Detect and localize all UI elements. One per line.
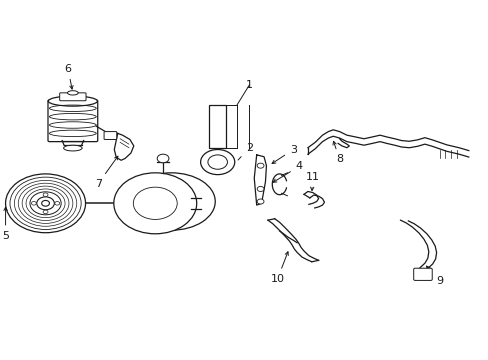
Text: 5: 5: [2, 207, 9, 240]
Circle shape: [55, 202, 60, 205]
Circle shape: [31, 202, 36, 205]
Text: 3: 3: [271, 144, 296, 163]
Circle shape: [43, 193, 48, 197]
Polygon shape: [254, 155, 266, 205]
Text: 7: 7: [95, 156, 118, 189]
Circle shape: [257, 186, 264, 192]
Text: 1: 1: [245, 80, 252, 90]
Text: 9: 9: [426, 266, 442, 286]
Bar: [208, 105, 226, 148]
Circle shape: [41, 201, 49, 206]
Circle shape: [43, 210, 48, 214]
FancyBboxPatch shape: [48, 100, 98, 141]
Circle shape: [200, 149, 234, 175]
Ellipse shape: [127, 173, 215, 230]
Ellipse shape: [48, 96, 97, 106]
Ellipse shape: [67, 91, 78, 95]
Text: 2: 2: [238, 143, 252, 160]
Text: 10: 10: [270, 252, 288, 284]
Ellipse shape: [63, 145, 82, 151]
Circle shape: [257, 163, 264, 168]
Circle shape: [157, 154, 168, 163]
FancyBboxPatch shape: [413, 268, 431, 280]
FancyBboxPatch shape: [104, 132, 117, 139]
Circle shape: [114, 173, 196, 234]
Circle shape: [257, 199, 264, 204]
FancyBboxPatch shape: [60, 93, 86, 101]
Text: 11: 11: [305, 172, 319, 190]
Text: 8: 8: [332, 141, 343, 164]
Text: 4: 4: [273, 161, 302, 182]
Text: 6: 6: [64, 64, 73, 89]
Circle shape: [207, 155, 227, 169]
